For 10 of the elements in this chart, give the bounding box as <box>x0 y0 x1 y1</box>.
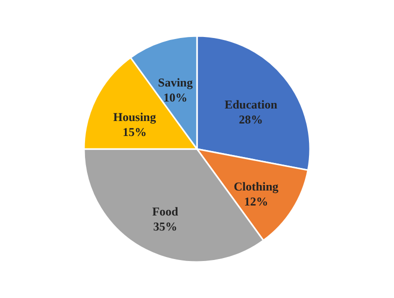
data-label: 12% <box>244 194 268 209</box>
slice-label: Clothing <box>234 180 278 194</box>
data-label: 15% <box>122 125 147 140</box>
data-label: 10% <box>163 90 188 104</box>
data-label: 35% <box>153 219 178 234</box>
slice-label: Housing <box>113 110 156 124</box>
slice-label: Food <box>152 204 179 218</box>
slice-label: Saving <box>158 75 193 90</box>
slice-label: Education <box>224 97 278 112</box>
data-label: 28% <box>238 112 263 126</box>
